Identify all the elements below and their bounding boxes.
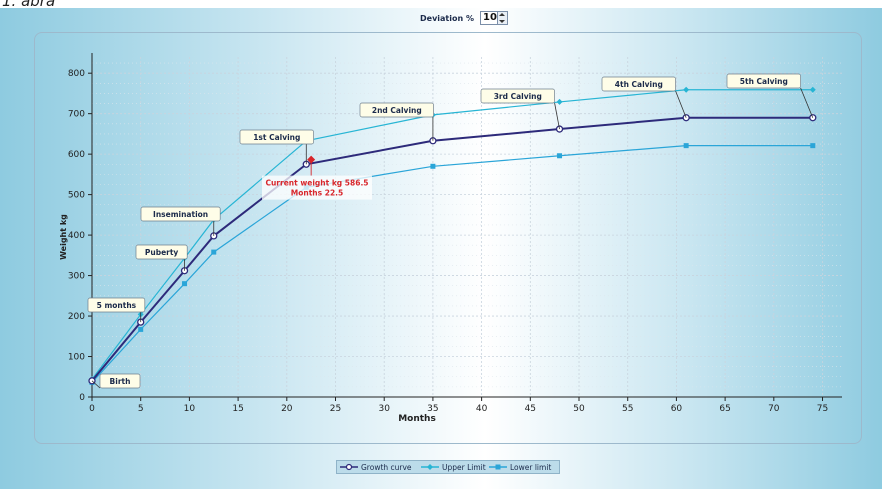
top-strip: 1. abra	[0, 0, 882, 10]
lower-limit-marker	[182, 281, 188, 287]
upper-limit-marker	[556, 98, 563, 105]
milestone-label-box	[239, 129, 314, 145]
current-weight-line1: Current weight kg 586.5	[265, 179, 368, 188]
milestone-label-box	[140, 206, 221, 222]
x-tick-label: 35	[427, 404, 438, 414]
milestone-leader-line	[675, 90, 687, 118]
legend-swatch-marker	[345, 463, 353, 471]
lower-limit-marker	[430, 163, 436, 169]
x-tick-label: 15	[232, 404, 243, 414]
y-axis-title: Weight kg	[59, 214, 68, 260]
milestone-label-box	[135, 244, 188, 260]
x-tick-label: 0	[89, 404, 95, 414]
x-tick-label: 20	[281, 404, 293, 414]
x-tick-label: 45	[525, 404, 536, 414]
header-fragment: 1. abra	[2, 0, 56, 10]
y-tick-label: 100	[68, 353, 85, 363]
upper-limit-marker	[809, 86, 816, 93]
x-tick-label: 65	[719, 404, 730, 414]
milestone-label: Insemination	[153, 210, 208, 219]
y-tick-label: 800	[68, 69, 85, 79]
lower-limit-marker	[138, 326, 144, 332]
series-upper-limit	[91, 89, 813, 380]
legend-label: Upper Limit	[442, 463, 486, 472]
deviation-spinner[interactable]: 10	[480, 11, 508, 25]
plot-frame	[34, 32, 862, 444]
legend-label: Growth curve	[361, 463, 412, 472]
x-tick-label: 40	[476, 404, 488, 414]
current-weight-box	[262, 175, 372, 200]
legend-swatch-marker	[495, 464, 501, 470]
x-tick-label: 50	[573, 404, 585, 414]
x-tick-label: 75	[817, 404, 828, 414]
deviation-label: Deviation %	[420, 14, 474, 23]
legend-label: Lower limit	[510, 463, 551, 472]
series-growth-curve	[91, 116, 813, 382]
x-tick-label: 70	[768, 404, 780, 414]
milestone-leader-line	[91, 380, 101, 389]
milestone-label-box	[87, 297, 146, 313]
milestone-leader-line	[554, 102, 560, 130]
milestone-label: 2nd Calving	[372, 106, 422, 115]
milestone-label: Puberty	[145, 248, 179, 257]
y-tick-label: 300	[68, 272, 85, 282]
y-tick-label: 600	[68, 150, 85, 160]
current-weight-line2: Months 22.5	[291, 189, 343, 198]
x-tick-label: 10	[184, 404, 196, 414]
milestone-leader-line	[800, 87, 814, 118]
x-tick-label: 55	[622, 404, 633, 414]
x-axis-title: Months	[398, 414, 436, 424]
lower-limit-marker	[211, 249, 217, 255]
y-tick-label: 400	[68, 231, 85, 241]
y-tick-label: 700	[68, 110, 85, 120]
milestone-label: Birth	[110, 377, 131, 386]
series-lower-limit	[91, 145, 813, 383]
milestone-label: 5 months	[97, 301, 137, 310]
y-tick-label: 0	[79, 393, 85, 403]
upper-limit-marker	[683, 86, 690, 93]
legend-box	[336, 460, 560, 474]
y-tick-label: 200	[68, 312, 85, 322]
arrow-up-icon[interactable]	[499, 13, 505, 16]
arrow-down-icon[interactable]	[499, 20, 505, 23]
milestone-label: 5th Calving	[740, 77, 788, 86]
milestone-label-box	[601, 76, 676, 92]
x-tick-label: 30	[378, 404, 390, 414]
spinner-arrows[interactable]	[497, 12, 507, 24]
lower-limit-marker	[683, 143, 689, 149]
milestone-label-box	[726, 73, 801, 89]
milestone-label: 4th Calving	[615, 80, 663, 89]
milestone-label-box	[359, 102, 434, 118]
x-tick-label: 25	[330, 404, 341, 414]
current-weight-marker	[307, 155, 316, 164]
lower-limit-marker	[810, 143, 816, 149]
milestone-label: 3rd Calving	[494, 92, 542, 101]
lower-limit-marker	[557, 153, 563, 159]
milestone-label-box	[99, 373, 141, 389]
x-tick-label: 60	[671, 404, 683, 414]
legend-swatch-marker	[427, 464, 433, 470]
deviation-value[interactable]: 10	[483, 12, 497, 23]
x-tick-label: 5	[138, 404, 144, 414]
milestone-label-box	[480, 88, 555, 104]
y-tick-label: 500	[68, 191, 85, 201]
milestone-label: 1st Calving	[253, 133, 300, 142]
